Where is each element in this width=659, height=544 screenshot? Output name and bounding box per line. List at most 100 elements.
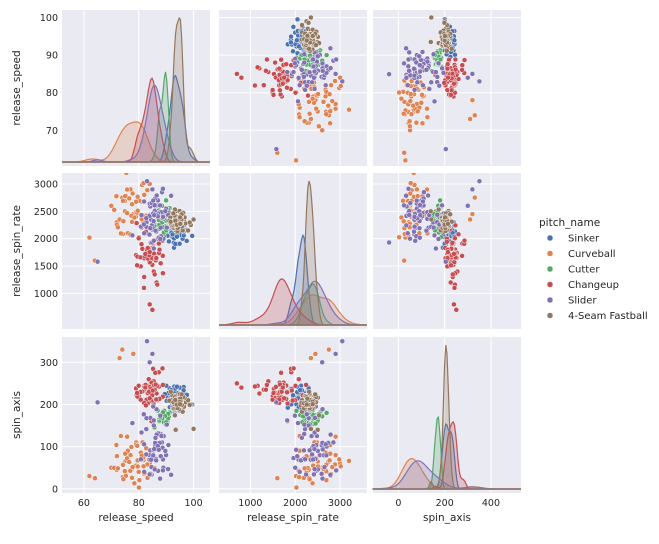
point-slider: [417, 212, 423, 218]
point-slider: [150, 197, 156, 204]
point-curveball: [129, 464, 136, 470]
point-slider: [292, 60, 298, 66]
point-cutter: [293, 408, 300, 414]
point-slider: [322, 82, 329, 89]
point-slider: [321, 464, 328, 470]
panel-background: [219, 173, 367, 329]
point-curveball: [329, 464, 336, 470]
point-slider: [411, 228, 417, 235]
point-curveball: [469, 97, 476, 103]
point-slider: [327, 65, 334, 71]
point-slider: [147, 225, 154, 231]
point-slider: [168, 472, 174, 478]
point-curveball: [129, 190, 136, 197]
point-slider: [149, 186, 156, 193]
legend-label-curveball: Curveball: [568, 249, 616, 260]
legend-marker-slider: [546, 296, 554, 304]
point-curveball: [407, 91, 414, 97]
point-sinker: [290, 24, 297, 30]
point-slider: [465, 203, 471, 209]
panel-spin_axis-vs-spin_axis: [372, 337, 521, 493]
y-axis-label: release_spin_rate: [11, 205, 23, 297]
point-curveball: [126, 459, 132, 465]
point-slider: [156, 447, 162, 453]
x-axis-label: spin_axis: [423, 512, 471, 524]
point-changeup: [292, 89, 299, 96]
point-slider: [165, 442, 172, 448]
point-slider: [141, 469, 147, 475]
legend-label-cutter: Cutter: [568, 265, 600, 276]
kde-4-seam-fastball: [62, 16, 210, 163]
point-4-seam-fastball: [306, 388, 312, 395]
point-slider: [296, 82, 303, 88]
point-curveball: [472, 194, 478, 201]
point-changeup: [141, 285, 147, 291]
point-slider: [420, 82, 426, 89]
point-slider: [273, 146, 280, 152]
point-curveball: [398, 95, 405, 102]
point-slider: [311, 466, 318, 472]
point-curveball: [111, 207, 117, 213]
point-curveball: [406, 118, 413, 124]
point-slider: [143, 415, 150, 421]
point-changeup: [157, 260, 164, 267]
point-slider: [164, 224, 170, 231]
scatter-points: [386, 14, 483, 164]
point-slider: [420, 198, 426, 205]
point-4-seam-fastball: [312, 391, 318, 398]
point-4-seam-fastball: [441, 20, 448, 26]
point-slider: [401, 60, 407, 67]
point-curveball: [309, 95, 316, 102]
point-sinker: [169, 231, 176, 238]
point-slider: [430, 51, 437, 57]
point-changeup: [284, 400, 291, 407]
point-slider: [309, 451, 315, 458]
point-changeup: [303, 382, 309, 388]
point-curveball: [122, 468, 128, 474]
panel-release_spin_rate-vs-release_speed: [62, 173, 210, 329]
point-slider: [319, 406, 326, 412]
point-slider: [425, 192, 431, 199]
point-slider: [407, 200, 414, 206]
point-changeup: [450, 271, 456, 278]
point-curveball: [115, 224, 121, 231]
point-changeup: [445, 249, 451, 255]
point-slider: [406, 212, 412, 218]
point-changeup: [449, 70, 456, 77]
point-4-seam-fastball: [448, 46, 455, 52]
legend-label-sinker: Sinker: [568, 234, 600, 245]
point-slider: [157, 475, 163, 482]
point-slider: [403, 45, 409, 52]
point-slider: [386, 239, 392, 246]
point-slider: [273, 399, 280, 406]
point-slider: [310, 56, 316, 63]
legend-label-4-seam-fastball: 4-Seam Fastball: [568, 311, 648, 322]
point-changeup: [151, 271, 158, 278]
point-slider: [294, 453, 301, 459]
point-changeup: [134, 262, 140, 269]
point-4-seam-fastball: [309, 33, 316, 39]
point-changeup: [234, 380, 240, 387]
point-changeup: [252, 383, 258, 390]
point-curveball: [346, 106, 352, 113]
point-slider: [412, 238, 418, 244]
point-curveball: [329, 98, 336, 104]
point-slider: [141, 230, 147, 236]
point-slider: [411, 223, 418, 230]
point-curveball: [315, 91, 321, 97]
point-curveball: [400, 110, 407, 117]
point-slider: [318, 471, 325, 477]
point-curveball: [296, 474, 302, 480]
scatter-points: [86, 338, 197, 491]
point-changeup: [451, 80, 457, 87]
point-4-seam-fastball: [435, 206, 442, 213]
point-changeup: [305, 92, 311, 99]
point-curveball: [131, 480, 138, 487]
point-changeup: [149, 307, 156, 313]
point-4-seam-fastball: [172, 412, 178, 419]
point-curveball: [144, 187, 151, 193]
point-slider: [302, 426, 308, 432]
point-changeup: [238, 74, 245, 81]
point-slider: [162, 208, 169, 214]
